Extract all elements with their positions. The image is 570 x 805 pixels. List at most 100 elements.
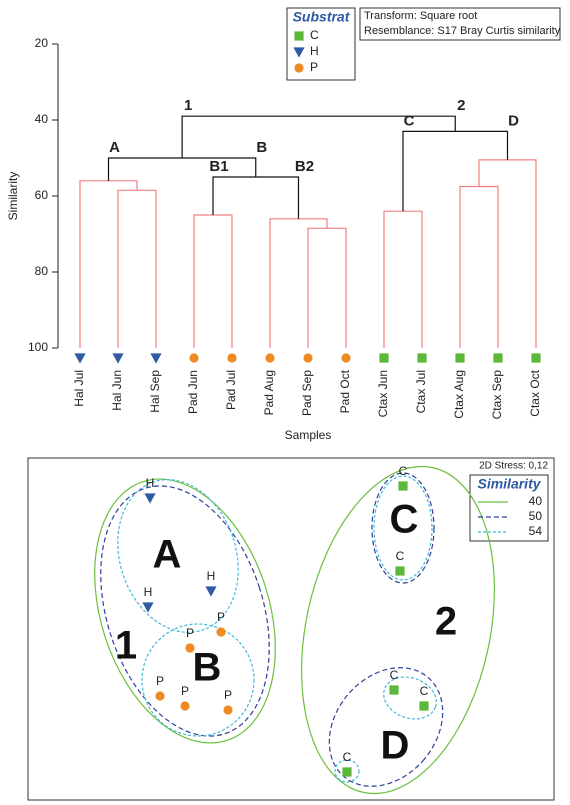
leaf-label: Ctax Oct	[528, 369, 542, 416]
point-label: P	[156, 674, 164, 688]
stress-text: 2D Stress: 0,12	[479, 461, 548, 472]
marker	[74, 353, 86, 364]
node-label: D	[508, 112, 519, 129]
node-label: B1	[209, 158, 228, 175]
contour	[301, 465, 495, 795]
dendrogram-link	[459, 185, 499, 348]
marker	[303, 353, 313, 363]
marker	[189, 353, 199, 363]
node-label: A	[109, 139, 120, 156]
legend-label: C	[310, 28, 319, 42]
node-label: C	[404, 112, 415, 129]
marker	[398, 481, 408, 491]
group-label: A	[153, 533, 182, 577]
leaf-label: Pad Sep	[300, 370, 314, 416]
leaf-label: Hal Jul	[72, 370, 86, 407]
x-axis-label: Samples	[285, 428, 332, 442]
contour	[334, 759, 360, 783]
point-label: P	[217, 610, 225, 624]
marker	[223, 705, 233, 715]
dendrogram-link	[383, 210, 423, 348]
leaf-label: Pad Jul	[224, 370, 238, 410]
contour	[373, 475, 433, 581]
contour	[371, 472, 435, 584]
legend-label: H	[310, 44, 319, 58]
marker	[493, 353, 503, 363]
marker	[205, 586, 217, 597]
leaf-label: Hal Jun	[110, 370, 124, 411]
marker	[150, 353, 162, 364]
y-tick-label: 100	[28, 340, 48, 354]
leaf-label: Pad Jun	[186, 370, 200, 414]
point-label: C	[390, 668, 399, 682]
point-label: P	[181, 684, 189, 698]
contour	[94, 478, 276, 744]
leaf-label: Ctax Jun	[376, 370, 390, 417]
marker	[389, 685, 399, 695]
leaf-label: Hal Sep	[148, 370, 162, 413]
marker	[144, 493, 156, 504]
legend-title: Substrat	[293, 9, 351, 25]
y-axis-label: Similarity	[6, 172, 20, 221]
marker	[265, 353, 275, 363]
leaf-label: Pad Aug	[262, 370, 276, 415]
legend-label: 40	[529, 494, 543, 508]
point-label: C	[420, 684, 429, 698]
dendrogram-link	[307, 227, 347, 348]
marker	[395, 566, 405, 576]
point-label: C	[396, 549, 405, 563]
marker	[455, 353, 465, 363]
marker	[293, 47, 305, 58]
point-label: H	[146, 476, 155, 490]
contour	[328, 667, 444, 787]
y-tick-label: 20	[35, 36, 49, 50]
leaf-label: Ctax Sep	[490, 370, 504, 420]
point-label: H	[207, 569, 216, 583]
dendrogram-link	[269, 218, 328, 348]
point-label: P	[224, 688, 232, 702]
leaf-label: Ctax Aug	[452, 370, 466, 419]
marker	[419, 701, 429, 711]
group-label: C	[390, 498, 419, 542]
mds-legend-box	[469, 474, 549, 542]
marker	[341, 353, 351, 363]
marker	[155, 691, 165, 701]
node-label: 1	[184, 97, 192, 114]
point-label: C	[399, 464, 408, 478]
y-tick-label: 60	[35, 188, 49, 202]
dendrogram-link	[79, 180, 138, 348]
contour	[100, 485, 270, 737]
point-label: H	[144, 585, 153, 599]
marker	[531, 353, 541, 363]
dendrogram-link	[478, 159, 537, 348]
transform-text: Transform: Square root	[364, 10, 477, 22]
dendrogram-link	[181, 115, 456, 158]
point-label: P	[186, 626, 194, 640]
dendrogram-link	[193, 214, 233, 348]
marker	[216, 627, 226, 637]
marker	[342, 767, 352, 777]
leaf-label: Ctax Jul	[414, 370, 428, 413]
marker	[379, 353, 389, 363]
node-label: B	[256, 139, 267, 156]
contours	[94, 465, 495, 795]
group-label: 2	[435, 600, 457, 644]
marker	[142, 602, 154, 613]
group-label: 1	[115, 624, 137, 668]
legend-label: P	[310, 60, 318, 74]
contour	[117, 479, 239, 633]
contour	[383, 676, 437, 720]
group-label: D	[381, 724, 410, 768]
dendrogram-link	[212, 176, 300, 219]
resemblance-text: Resemblance: S17 Bray Curtis similarity	[364, 25, 561, 37]
y-tick-label: 80	[35, 264, 49, 278]
node-label: B2	[295, 158, 314, 175]
marker	[180, 701, 190, 711]
contour	[141, 623, 255, 737]
y-tick-label: 40	[35, 112, 49, 126]
leaf-label: Pad Oct	[338, 369, 352, 413]
marker	[294, 63, 304, 73]
marker	[112, 353, 124, 364]
legend-label: 54	[529, 524, 543, 538]
